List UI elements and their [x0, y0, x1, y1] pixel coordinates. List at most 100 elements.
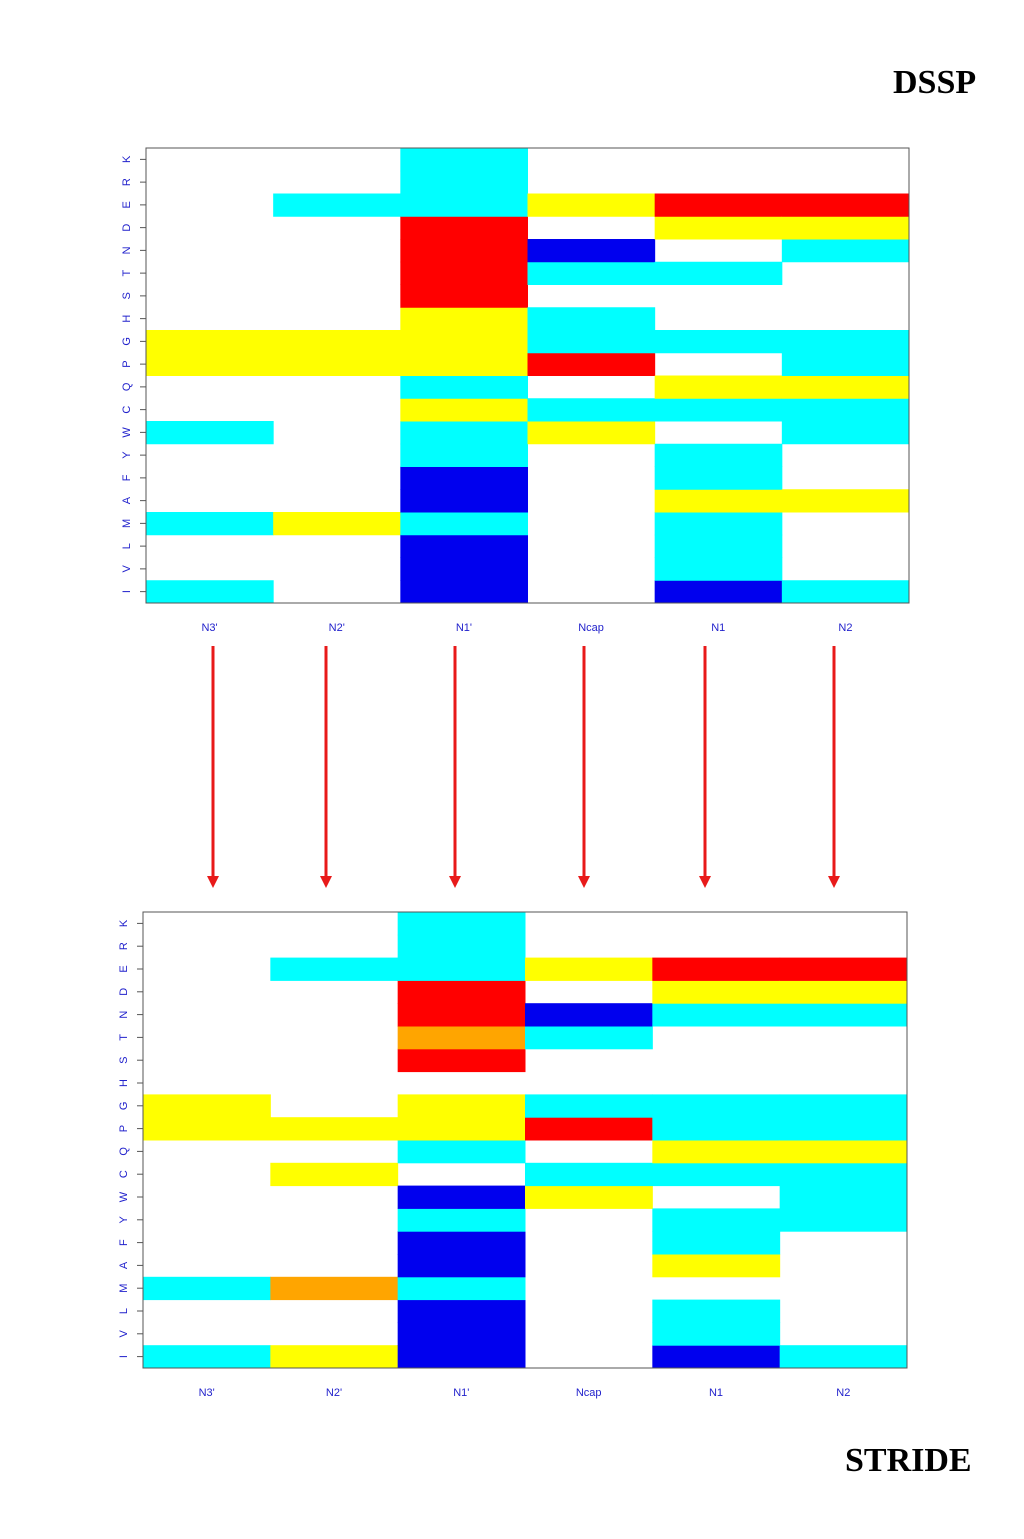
heatmap-cell	[779, 1140, 908, 1164]
y-tick-label: C	[118, 1170, 130, 1178]
y-tick-label: H	[121, 315, 133, 323]
heatmap-cell	[397, 1231, 526, 1255]
heatmap-cell	[779, 1185, 908, 1209]
heatmap-cell	[525, 957, 653, 981]
y-tick-label: N	[118, 1011, 130, 1019]
heatmap-cell	[400, 557, 528, 581]
y-tick-label: E	[121, 201, 133, 208]
y-tick-label: P	[118, 1125, 130, 1132]
y-tick-label: Q	[121, 382, 133, 391]
y-tick-label: E	[118, 965, 130, 972]
heatmap-cell	[400, 512, 528, 536]
arrows	[207, 646, 840, 888]
y-tick-label: N	[121, 246, 133, 254]
arrow-head	[578, 876, 590, 888]
heatmap-cell	[654, 580, 783, 604]
heatmap-cell	[779, 1094, 908, 1118]
x-tick-label: N2'	[326, 1387, 342, 1399]
plot-frame	[145, 147, 910, 604]
heatmap-cell	[400, 170, 528, 194]
heatmap-cell	[654, 443, 783, 467]
heatmap-cell	[781, 489, 910, 513]
heatmap-cell	[781, 375, 910, 399]
heatmap-cell	[527, 193, 656, 217]
x-tick-label: N1'	[453, 1387, 469, 1399]
heatmap-cell	[654, 216, 783, 240]
heatmap-cell	[779, 1162, 908, 1187]
heatmap-cell	[652, 1117, 781, 1141]
heatmap-cell	[781, 580, 910, 604]
heatmap-cell	[146, 580, 274, 604]
heatmap-cell	[273, 330, 401, 354]
heatmap-cell	[654, 398, 783, 422]
y-tick-label: K	[121, 155, 133, 163]
heatmap-cell	[654, 489, 783, 513]
x-tick-label: N2	[838, 622, 852, 634]
heatmap-cell	[654, 375, 783, 399]
heatmap-cell	[146, 352, 274, 376]
heatmap-cell	[781, 421, 910, 445]
heatmap-cell	[654, 512, 783, 536]
y-tick-label: K	[118, 919, 130, 927]
heatmap-cell	[781, 352, 910, 376]
heatmap-cell	[652, 1254, 781, 1278]
heatmap-cell	[143, 1276, 271, 1301]
heatmap-cell	[652, 1322, 781, 1346]
heatmap-cell	[781, 193, 910, 217]
y-tick-label: T	[118, 1034, 130, 1041]
y-tick-label: G	[118, 1102, 130, 1111]
heatmap-cell	[400, 330, 528, 354]
heatmap-1: I V L M A F Y W C Q P G H S T N D E R K N3' N2' N1' Ncap N1 N2	[118, 911, 908, 1399]
heatmap-cell	[525, 1003, 653, 1027]
heatmap-cell	[397, 1322, 526, 1346]
x-tick-label: N3'	[199, 1387, 215, 1399]
heatmap-cell	[654, 261, 783, 285]
y-tick-label: S	[121, 292, 133, 299]
heatmap-cell	[781, 239, 910, 263]
heatmap-cell	[400, 489, 528, 513]
heatmap-cell	[527, 330, 656, 354]
heatmap-cell	[525, 1162, 653, 1187]
x-tick-label: N3'	[201, 622, 217, 634]
stride-label: STRIDE	[845, 1442, 972, 1479]
y-tick-label: D	[121, 224, 133, 232]
heatmap-cell	[400, 216, 528, 240]
heatmap-cell	[654, 466, 783, 490]
heatmap-cell	[779, 1117, 908, 1141]
y-tick-label: D	[118, 988, 130, 996]
y-tick-label: W	[118, 1191, 130, 1202]
dssp-label: DSSP	[893, 64, 977, 101]
y-tick-label: A	[121, 496, 133, 504]
y-tick-label: W	[121, 427, 133, 438]
heatmap-cell	[400, 352, 528, 376]
heatmap-cell	[400, 580, 528, 604]
y-tick-label: F	[121, 474, 133, 481]
y-tick-label: C	[121, 406, 133, 414]
y-tick-label: I	[121, 590, 133, 593]
heatmap-cell	[143, 1094, 271, 1118]
heatmap-cell	[400, 421, 528, 445]
heatmap-cell	[779, 957, 908, 981]
y-tick-label: Y	[121, 451, 133, 459]
heatmap-cell	[527, 421, 656, 445]
heatmap-cell	[652, 1345, 781, 1369]
heatmap-cell	[270, 1345, 399, 1369]
heatmap-cell	[146, 330, 274, 354]
arrow-head	[320, 876, 332, 888]
y-tick-label: L	[121, 543, 133, 549]
y-tick-label: R	[121, 178, 133, 186]
heatmap-cell	[652, 1208, 781, 1232]
heatmap-cell	[781, 216, 910, 240]
heatmap-cell	[525, 1094, 653, 1118]
heatmap-cell	[397, 1185, 526, 1209]
y-tick-label: L	[118, 1308, 130, 1314]
heatmap-cell	[397, 1026, 526, 1050]
y-tick-label: R	[118, 942, 130, 950]
heatmap-cell	[270, 1162, 399, 1187]
heatmap-cell	[273, 193, 401, 217]
y-tick-label: M	[121, 519, 133, 528]
heatmap-cell	[400, 284, 528, 308]
heatmap-cell	[397, 1140, 526, 1164]
heatmap-cell	[400, 375, 528, 399]
